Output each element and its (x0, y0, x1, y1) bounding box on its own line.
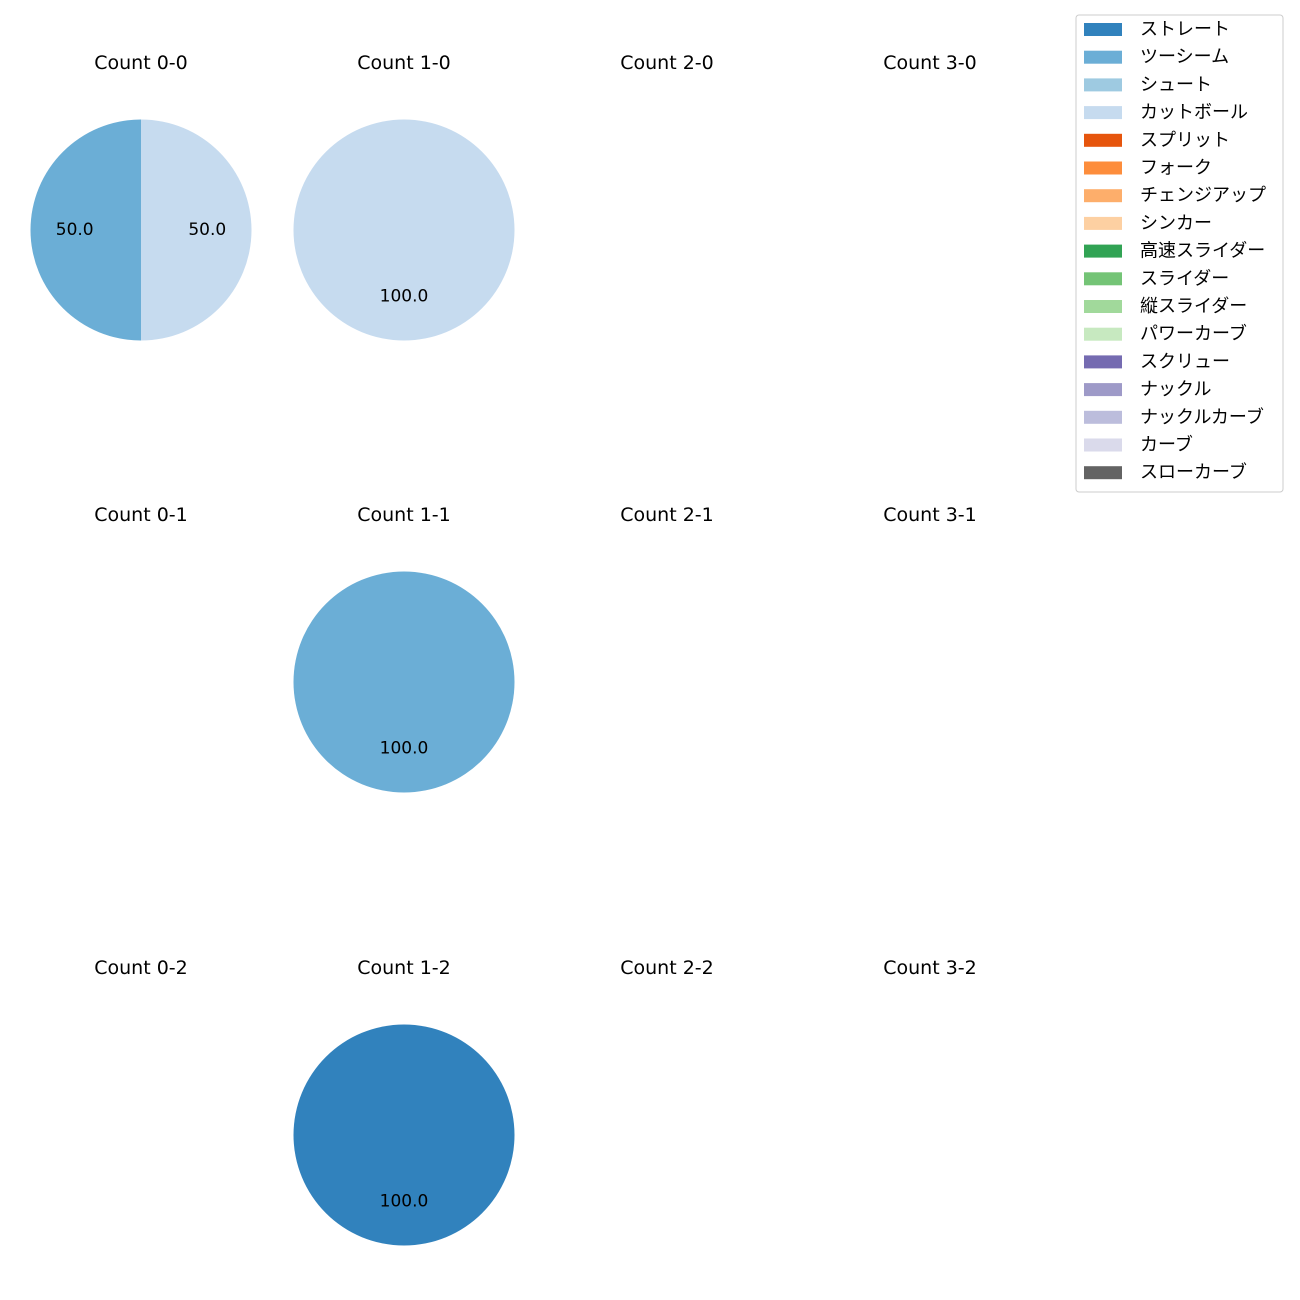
slice-1 (293, 1024, 515, 1246)
legend-swatch (1084, 410, 1122, 424)
panel-title: Count 2-1 (620, 504, 714, 526)
legend-item: 高速スライダー (1084, 241, 1265, 262)
slice-label: 50.0 (188, 220, 226, 240)
legend-label: スローカーブ (1140, 461, 1247, 483)
legend-swatch (1084, 272, 1122, 286)
legend-label: 縦スライダー (1140, 296, 1247, 317)
legend-swatch (1084, 133, 1122, 147)
legend-label: フォーク (1140, 158, 1212, 179)
legend-item: スライダー (1084, 268, 1229, 289)
legend-item: チェンジアップ (1084, 185, 1266, 206)
panel-count-2-1: Count 2-1 (620, 504, 714, 526)
legend-label: ツーシーム (1140, 47, 1229, 68)
panel-count-0-1: Count 0-1 (94, 504, 188, 526)
panel-count-3-0: Count 3-0 (883, 52, 977, 74)
slice-2 (141, 119, 252, 341)
legend-item: フォーク (1084, 158, 1212, 179)
slice-1 (293, 119, 515, 341)
panel-count-2-2: Count 2-2 (620, 957, 714, 979)
legend-label: シュート (1140, 74, 1212, 95)
panel-title: Count 2-2 (620, 957, 714, 979)
slice-1 (30, 119, 142, 341)
legend-label: ストレート (1140, 19, 1230, 40)
legend-item: 縦スライダー (1084, 296, 1247, 317)
legend-label: カーブ (1140, 434, 1193, 456)
legend-item: シュート (1084, 74, 1212, 95)
pie-panels: Count 0-0 50.0 50.0 Count 1-0 100.0 Count 2-0… (30, 52, 977, 1246)
panel-title: Count 1-1 (357, 504, 451, 526)
legend-swatch (1084, 216, 1122, 230)
panel-title: Count 0-2 (94, 957, 188, 979)
panel-title: Count 3-2 (883, 957, 977, 979)
panel-count-2-0: Count 2-0 (620, 52, 714, 74)
legend-label: スクリュー (1140, 351, 1230, 372)
legend-frame (1075, 14, 1284, 493)
legend-label: 高速スライダー (1140, 241, 1265, 262)
slice-label: 50.0 (56, 220, 94, 240)
legend-swatch (1084, 189, 1122, 203)
panel-count-1-1: Count 1-1 100.0 (293, 504, 515, 793)
legend-swatch (1084, 355, 1122, 369)
panel-count-1-0: Count 1-0 100.0 (293, 52, 515, 341)
panel-count-3-1: Count 3-1 (883, 504, 977, 526)
legend-item: カットボール (1084, 102, 1248, 123)
panel-title: Count 0-1 (94, 504, 188, 526)
legend-swatch (1084, 50, 1122, 64)
panel-count-0-2: Count 0-2 (94, 957, 188, 979)
legend-item: スプリット (1084, 130, 1230, 151)
panel-count-1-2: Count 1-2 100.0 (293, 957, 515, 1246)
legend-item: ナックルカーブ (1084, 406, 1264, 428)
legend-label: シンカー (1140, 213, 1212, 234)
legend-label: ナックル (1140, 379, 1211, 400)
legend-item: ナックル (1084, 379, 1211, 400)
legend-swatch (1084, 161, 1122, 175)
panel-count-3-2: Count 3-2 (883, 957, 977, 979)
legend-label: チェンジアップ (1140, 185, 1266, 206)
legend-item: ツーシーム (1084, 47, 1229, 68)
panel-title: Count 1-0 (357, 52, 451, 74)
slice-1 (293, 571, 515, 793)
legend-item: パワーカーブ (1084, 323, 1247, 345)
legend-swatch (1084, 327, 1122, 341)
legend: ストレートツーシームシュートカットボールスプリットフォークチェンジアップシンカー… (1075, 14, 1284, 493)
legend-swatch (1084, 466, 1122, 480)
legend-label: カットボール (1140, 102, 1248, 123)
legend-label: スライダー (1140, 268, 1229, 289)
legend-item: シンカー (1084, 213, 1212, 234)
legend-swatch (1084, 244, 1122, 258)
legend-swatch (1084, 383, 1122, 397)
legend-swatch (1084, 78, 1122, 92)
slice-label: 100.0 (380, 738, 429, 758)
legend-swatch (1084, 300, 1122, 313)
panel-title: Count 3-1 (883, 504, 977, 526)
legend-swatch (1084, 23, 1122, 36)
legend-label: ナックルカーブ (1140, 406, 1264, 428)
legend-item: スクリュー (1084, 351, 1230, 372)
slice-label: 100.0 (380, 1191, 429, 1211)
panel-title: Count 2-0 (620, 52, 714, 74)
slice-label: 100.0 (380, 286, 429, 306)
legend-swatch (1084, 438, 1122, 452)
legend-swatch (1084, 106, 1122, 120)
legend-item: カーブ (1084, 434, 1193, 456)
legend-item: ストレート (1084, 19, 1230, 40)
panel-title: Count 0-0 (94, 52, 188, 74)
legend-item: スローカーブ (1084, 461, 1247, 483)
legend-label: スプリット (1140, 130, 1230, 151)
panel-title: Count 1-2 (357, 957, 451, 979)
legend-label: パワーカーブ (1140, 323, 1247, 345)
panel-title: Count 3-0 (883, 52, 977, 74)
panel-count-0-0: Count 0-0 50.0 50.0 (30, 52, 252, 341)
